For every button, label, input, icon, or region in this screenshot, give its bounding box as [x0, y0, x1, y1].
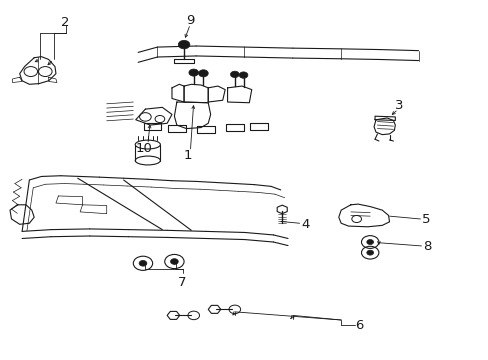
Text: 8: 8: [423, 240, 431, 253]
Text: 6: 6: [354, 319, 363, 332]
Polygon shape: [168, 125, 185, 132]
Polygon shape: [225, 124, 243, 131]
Circle shape: [178, 40, 189, 49]
Polygon shape: [80, 205, 106, 214]
Circle shape: [366, 250, 373, 255]
Polygon shape: [374, 116, 394, 121]
Polygon shape: [56, 196, 82, 205]
Circle shape: [366, 239, 373, 244]
Circle shape: [188, 69, 198, 76]
Polygon shape: [143, 123, 161, 130]
Circle shape: [170, 259, 178, 264]
Text: 3: 3: [394, 99, 403, 112]
Text: 7: 7: [178, 276, 186, 289]
Polygon shape: [227, 86, 251, 103]
Circle shape: [230, 71, 239, 77]
Text: 10: 10: [135, 142, 152, 155]
Text: 4: 4: [301, 218, 309, 231]
Polygon shape: [250, 123, 267, 130]
Text: 2: 2: [61, 16, 70, 29]
Polygon shape: [208, 86, 224, 102]
Text: 1: 1: [183, 149, 191, 162]
Circle shape: [198, 70, 208, 77]
Polygon shape: [136, 107, 172, 125]
Polygon shape: [174, 59, 193, 63]
Text: 5: 5: [422, 213, 430, 226]
Polygon shape: [338, 204, 389, 227]
Polygon shape: [49, 77, 57, 82]
Circle shape: [239, 72, 247, 78]
Polygon shape: [373, 118, 394, 135]
Polygon shape: [12, 77, 22, 82]
Polygon shape: [174, 102, 210, 129]
Polygon shape: [197, 126, 214, 133]
Polygon shape: [172, 84, 183, 102]
Polygon shape: [183, 84, 208, 103]
Circle shape: [139, 260, 146, 266]
Polygon shape: [20, 57, 56, 84]
Text: 9: 9: [186, 14, 194, 27]
Polygon shape: [10, 205, 34, 224]
